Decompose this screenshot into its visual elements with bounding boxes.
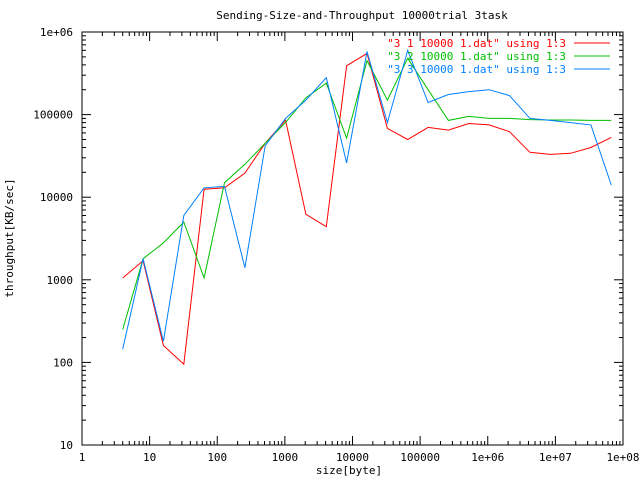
- x-tick-label: 1e+08: [606, 451, 639, 464]
- legend-label: "3 2 10000 1.dat" using 1:3: [387, 50, 566, 63]
- y-tick-label: 100000: [33, 109, 73, 122]
- legend-label: "3 3 10000 1.dat" using 1:3: [387, 63, 566, 76]
- legend: "3 1 10000 1.dat" using 1:3"3 2 10000 1.…: [387, 37, 610, 76]
- y-tick-label: 10000: [40, 191, 73, 204]
- y-tick-label: 1e+06: [40, 26, 73, 39]
- x-tick-label: 1000: [272, 451, 299, 464]
- plot-frame: [81, 31, 624, 446]
- y-axis-label: throughput[KB/sec]: [3, 178, 16, 297]
- x-tick-label: 10000: [336, 451, 369, 464]
- x-tick-label: 10: [143, 451, 156, 464]
- x-tick-label: 1e+06: [471, 451, 504, 464]
- chart-title: Sending-Size-and-Throughput 10000trial 3…: [216, 9, 508, 22]
- y-tick-label: 100: [53, 356, 73, 369]
- x-axis-tick-labels: 1 10 100 1000 10000 100000 1e+06 1e+07 1e+08: [79, 451, 640, 464]
- y-tick-label: 1000: [47, 274, 74, 287]
- series-3-line: [122, 48, 612, 350]
- x-axis-label: size[byte]: [316, 464, 382, 477]
- x-tick-label: 100: [207, 451, 227, 464]
- series-2-line: [122, 57, 612, 330]
- y-axis-tick-labels: 10 100 1000 10000 100000 1e+06: [33, 26, 73, 452]
- x-tick-label: 1e+07: [539, 451, 572, 464]
- legend-label: "3 1 10000 1.dat" using 1:3: [387, 37, 566, 50]
- series-1-line: [122, 52, 612, 366]
- x-tick-label: 100000: [400, 451, 440, 464]
- x-tick-label: 1: [79, 451, 86, 464]
- y-tick-label: 10: [60, 439, 73, 452]
- series-lines: [122, 48, 612, 366]
- axis-ticks: [81, 31, 624, 446]
